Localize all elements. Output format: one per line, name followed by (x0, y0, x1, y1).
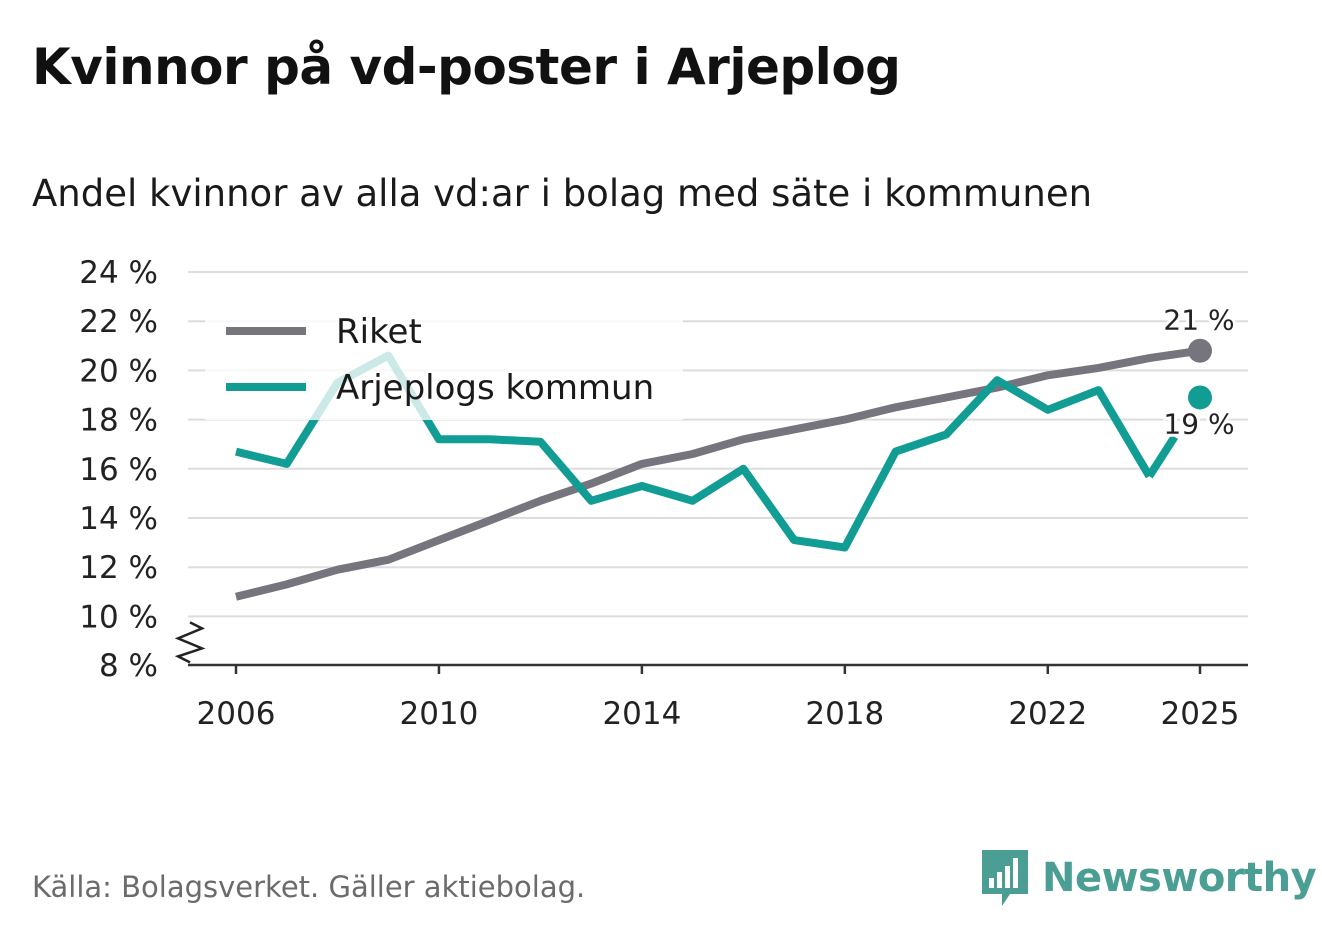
axis-break-icon (174, 621, 206, 664)
label-layer: 21 % 19 % (1160, 301, 1237, 444)
chart-subtitle: Andel kvinnor av alla vd:ar i bolag med … (32, 172, 1093, 215)
source-note: Källa: Bolagsverket. Gäller aktiebolag. (32, 870, 586, 904)
x-tick-label: 2025 (1161, 696, 1240, 732)
y-tick-label: 14 % (79, 501, 158, 537)
newsworthy-logo-icon (982, 850, 1028, 906)
y-tick-label: 24 % (79, 255, 158, 291)
legend-background (205, 302, 683, 420)
axis-layer: 8 % 10 % 12 % 14 % 16 % 18 % 20 % 22 % 24 % 2006 2… (79, 255, 1248, 732)
y-tick-label: 22 % (79, 304, 158, 340)
series-end-marker (1188, 385, 1212, 410)
y-tick-label: 16 % (79, 452, 158, 488)
x-tick-label: 2018 (805, 696, 884, 732)
y-tick-label: 8 % (99, 648, 158, 684)
series-end-label: 21 % (1163, 304, 1234, 337)
legend-label: Riket (336, 312, 422, 352)
x-tick-label: 2022 (1008, 696, 1087, 732)
y-tick-label: 20 % (79, 353, 158, 389)
y-tick-label: 12 % (79, 550, 158, 586)
x-tick-label: 2014 (602, 696, 681, 732)
y-tick-label: 18 % (79, 403, 158, 439)
series-end-marker (1188, 338, 1212, 363)
legend-label: Arjeplogs kommun (336, 368, 654, 408)
brand-name: Newsworthy (1042, 855, 1317, 901)
chart-title: Kvinnor på vd-poster i Arjeplog (32, 38, 901, 96)
series-line-riket (235, 346, 1201, 601)
brand-logo: Newsworthy (980, 848, 1317, 908)
legend: Riket Arjeplogs kommun (205, 302, 683, 420)
series-line-end-segment (1145, 434, 1178, 479)
y-tick-label: 10 % (79, 599, 158, 635)
series-end-label: 19 % (1163, 407, 1234, 440)
x-tick-label: 2006 (197, 696, 276, 732)
x-tick-label: 2010 (399, 696, 478, 732)
